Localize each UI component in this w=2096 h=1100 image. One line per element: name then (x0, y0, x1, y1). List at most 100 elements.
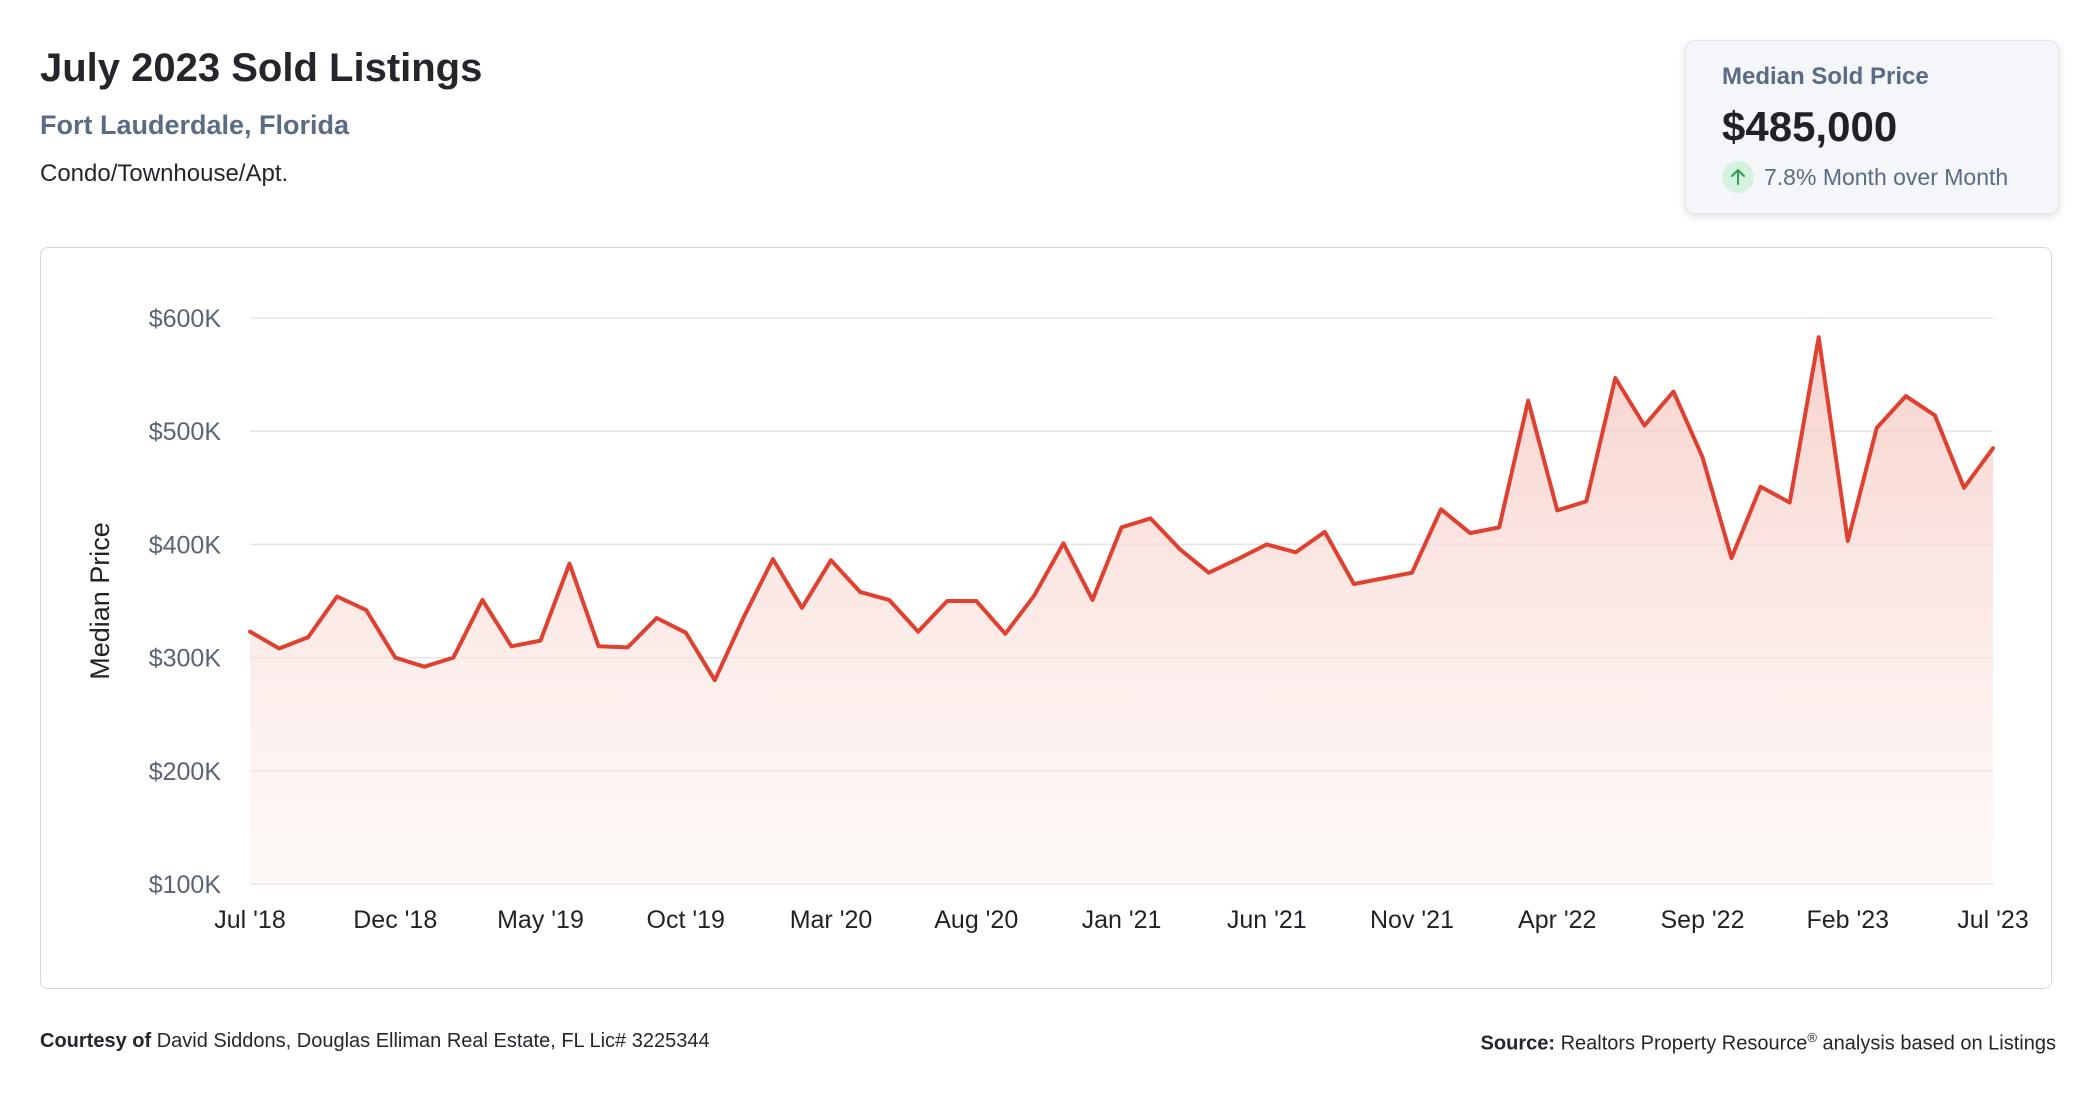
median-price-line (248, 335, 1995, 683)
y-tick-label: $500K (149, 418, 222, 446)
data-point[interactable] (1638, 420, 1650, 432)
page-title: July 2023 Sold Listings (40, 46, 483, 90)
data-point[interactable] (1842, 535, 1854, 547)
card-change: 7.8% Month over Month (1722, 161, 2008, 193)
x-tick-label: Aug '20 (934, 906, 1018, 934)
data-point[interactable] (1697, 451, 1709, 463)
data-point[interactable] (1987, 442, 1999, 454)
data-point[interactable] (1377, 572, 1389, 584)
data-point[interactable] (244, 626, 256, 638)
y-tick-label: $300K (149, 645, 222, 673)
data-point[interactable] (1667, 386, 1679, 398)
data-point[interactable] (767, 553, 779, 565)
data-point[interactable] (360, 604, 372, 616)
data-point[interactable] (796, 602, 808, 614)
data-point[interactable] (1116, 521, 1128, 533)
data-point[interactable] (912, 626, 924, 638)
data-point[interactable] (1086, 594, 1098, 606)
x-tick-label: Mar '20 (790, 906, 873, 934)
data-point[interactable] (1348, 578, 1360, 590)
data-point[interactable] (1871, 422, 1883, 434)
data-point[interactable] (564, 558, 576, 570)
data-point[interactable] (709, 674, 721, 686)
data-point[interactable] (1261, 538, 1273, 550)
data-point[interactable] (941, 595, 953, 607)
data-point[interactable] (1435, 503, 1447, 515)
median-price-card: Median Sold Price $485,000 7.8% Month ov… (1685, 40, 2059, 214)
data-point[interactable] (476, 594, 488, 606)
source-footer: Source: Realtors Property Resource® anal… (1481, 1030, 2056, 1056)
data-point[interactable] (1028, 589, 1040, 601)
data-point[interactable] (302, 631, 314, 643)
source-text: Realtors Property Resource (1560, 1032, 1808, 1055)
price-area-fill (250, 337, 1993, 884)
x-tick-label: May '19 (497, 906, 584, 934)
card-label: Median Sold Price (1722, 63, 1929, 90)
property-type-label: Condo/Townhouse/Apt. (40, 160, 289, 187)
x-tick-label: Jan '21 (1082, 906, 1162, 934)
data-point[interactable] (1493, 521, 1505, 533)
x-tick-label: Sep '22 (1660, 906, 1744, 934)
data-point[interactable] (825, 554, 837, 566)
data-point[interactable] (1784, 497, 1796, 509)
y-tick-label: $600K (149, 305, 222, 333)
x-tick-label: Feb '23 (1806, 906, 1889, 934)
data-point[interactable] (1319, 526, 1331, 538)
data-point[interactable] (331, 590, 343, 602)
data-point[interactable] (1609, 372, 1621, 384)
y-tick-label: $400K (149, 531, 222, 559)
courtesy-label: Courtesy of (40, 1030, 152, 1052)
data-point[interactable] (505, 640, 517, 652)
courtesy-footer: Courtesy of David Siddons, Douglas Ellim… (40, 1030, 710, 1053)
data-point[interactable] (738, 611, 750, 623)
data-point[interactable] (418, 661, 430, 673)
courtesy-text: David Siddons, Douglas Elliman Real Esta… (156, 1030, 710, 1052)
data-point[interactable] (1551, 504, 1563, 516)
data-point[interactable] (622, 641, 634, 653)
data-point[interactable] (680, 627, 692, 639)
data-point[interactable] (999, 628, 1011, 640)
data-point[interactable] (1929, 409, 1941, 421)
data-point[interactable] (1726, 552, 1738, 564)
data-point[interactable] (447, 652, 459, 664)
data-point[interactable] (1900, 390, 1912, 402)
x-tick-label: Jul '23 (1957, 906, 2028, 934)
data-point[interactable] (593, 640, 605, 652)
data-point[interactable] (273, 643, 285, 655)
data-point[interactable] (970, 595, 982, 607)
data-point[interactable] (1290, 546, 1302, 558)
data-point[interactable] (1522, 395, 1534, 407)
data-point[interactable] (883, 594, 895, 606)
data-point[interactable] (1174, 543, 1186, 555)
card-change-text: 7.8% Month over Month (1764, 163, 2009, 190)
y-tick-label: $200K (149, 758, 222, 786)
data-point[interactable] (1580, 495, 1592, 507)
data-point[interactable] (1406, 567, 1418, 579)
x-tick-label: Apr '22 (1518, 906, 1596, 934)
arrow-up-icon (1722, 161, 1754, 193)
x-tick-label: Jun '21 (1227, 906, 1307, 934)
data-point[interactable] (1057, 537, 1069, 549)
source-label: Source: (1480, 1032, 1556, 1055)
data-point[interactable] (854, 586, 866, 598)
data-point[interactable] (1232, 553, 1244, 565)
registered-mark: ® (1807, 1030, 1817, 1045)
data-point[interactable] (1464, 527, 1476, 539)
data-point[interactable] (1203, 567, 1215, 579)
data-point[interactable] (535, 635, 547, 647)
data-point[interactable] (1755, 481, 1767, 493)
median-price-chart: $100K $200K $300K $400K $500K $600K Jul '18 Dec… (85, 305, 2029, 934)
x-tick-label: Jul '18 (214, 906, 285, 934)
card-value: $485,000 (1722, 103, 1898, 150)
location-subtitle: Fort Lauderdale, Florida (40, 110, 350, 140)
x-tick-label: Oct '19 (647, 906, 725, 934)
data-point[interactable] (389, 652, 401, 664)
x-tick-label: Dec '18 (353, 906, 437, 934)
data-point[interactable] (1813, 331, 1825, 343)
source-suffix: analysis based on Listings (1822, 1032, 2056, 1055)
y-axis-label: Median Price (85, 522, 115, 680)
data-point[interactable] (1958, 482, 1970, 494)
data-point[interactable] (651, 612, 663, 624)
data-point[interactable] (1145, 512, 1157, 524)
y-tick-label: $100K (149, 871, 222, 899)
